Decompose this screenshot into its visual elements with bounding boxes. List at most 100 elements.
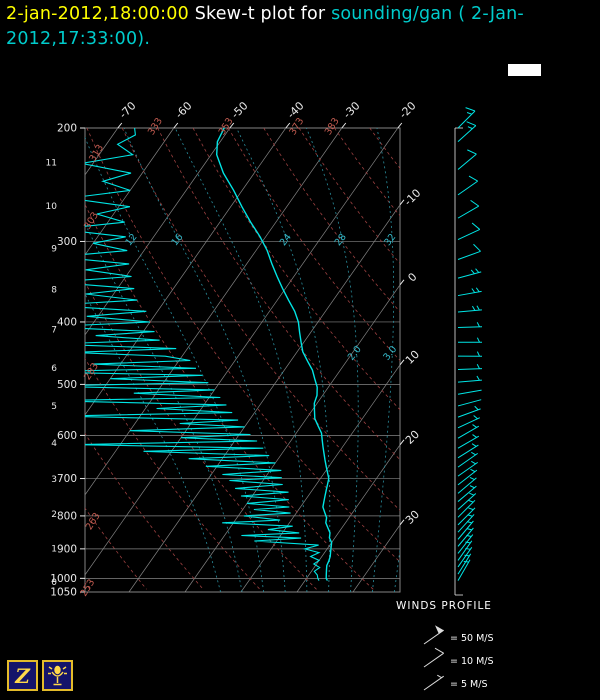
wind-barb-half [476,305,480,311]
wind-barb-half [468,499,474,503]
height-km-label: 3 [51,475,57,485]
pressure-tick-label: 900 [57,543,77,555]
temperature-trace [215,128,333,581]
sounding-tool-button[interactable] [42,660,73,691]
wind-barb-half [472,424,477,428]
moist-adiabat-line [306,128,359,592]
pressure-tick-label: 1000 [50,573,77,585]
wind-barb-half [466,528,472,531]
height-km-label: 0 [51,578,57,588]
height-km-label: 2 [51,510,57,520]
wind-barb-half [473,415,478,420]
wind-barb-half [472,305,476,311]
wind-barb-staff [457,153,477,170]
wind-barb-half [470,468,476,473]
dry-adiabat-line [85,203,374,590]
dry-adiabat-line [405,128,600,589]
wind-barb-staff [457,180,478,196]
wind-barb-half [468,507,474,511]
dry-adiabat-line [263,128,400,313]
isotherm-line [240,364,400,592]
mixing-ratio-label: 2.0 [346,344,364,363]
moist-adiabat-label: 16 [169,232,185,248]
wind-barb-staff [457,417,481,429]
wind-barb-half [472,434,477,438]
wind-barb-full [470,199,480,207]
mixing-ratio-label: 3.0 [381,344,399,363]
wind-barb-staff [457,534,474,554]
wind-barb-half [464,554,470,557]
wind-barb-staff [457,399,482,407]
wind-barb-staff [457,520,474,540]
dry-adiabat-line [85,357,261,590]
wind-barb-staff [457,507,476,526]
moist-adiabat-line [123,128,286,592]
wind-barb-staff [457,309,482,313]
height-km-label: 8 [51,285,57,295]
pressure-tick-label: 300 [57,236,77,248]
moist-adiabat-line [372,128,395,592]
sounding-traces [85,128,333,581]
pressure-tick-label: 700 [57,473,77,485]
pressure-tick-label: 500 [57,379,77,391]
wind-barb-full [473,243,481,252]
wind-barb-half [476,375,480,381]
z-logo-button[interactable]: Z [7,660,38,691]
wind-barb-staff [457,547,473,568]
height-km-label: 7 [51,325,57,335]
wind-barb-staff [457,559,471,581]
pressure-tick-label: 600 [57,430,77,442]
pressure-tick-label: 200 [57,123,77,135]
height-km-label: 11 [46,159,57,169]
z-logo-letter: Z [15,663,30,688]
dry-adiabat-label: 313 [87,143,106,164]
moist-adiabat-line [236,128,331,592]
wind-barb-half [476,337,480,343]
wind-barb-half [469,485,475,489]
wind-barb-full [465,107,476,112]
wind-barb-staff [457,527,474,547]
wind-barb-full [434,647,444,654]
wind-barb-staff [457,435,480,449]
temp-tick-top: -50 [229,99,251,121]
dry-adiabat-line [334,128,400,217]
dry-adiabat-line [192,128,400,411]
winds-panel [423,107,483,691]
wind-barb-staff [457,368,483,370]
dry-adiabat-line [85,432,204,590]
title-subtitle: 2-Jan-2012,17:33:00). [6,4,524,50]
wind-barb-half [476,351,480,357]
dewpoint-trace [85,128,321,581]
dry-adiabat-line [121,128,400,511]
moist-adiabat-label: 28 [333,232,349,248]
wind-barb-staff [457,125,477,143]
wind-barb-half [471,443,477,447]
wind-barb-half [465,541,471,544]
wind-barb-staff [457,540,473,561]
isotherm-line [296,444,400,592]
moist-adiabat-line [85,293,221,592]
wind-barb-staff [457,389,482,395]
wind-barb-half [475,268,480,273]
wind-barb-half [476,322,480,327]
dry-adiabat-line [157,128,400,461]
wind-barb-half [466,112,472,115]
window-control-box[interactable] [508,64,541,76]
wind-barb-half [469,492,475,496]
height-km-label: 1 [51,544,57,554]
wind-barb-staff [423,652,444,668]
wind-barb-half [470,269,475,275]
moist-adiabat-line [174,128,308,592]
pressure-tick-label: 1050 [50,587,77,599]
wind-barb-staff [457,379,482,383]
wind-barb-half [476,364,480,369]
winds-profile-title: WINDS PROFILE [396,600,492,612]
wind-barb-staff [457,326,483,328]
wind-barb-half [437,674,442,679]
temp-tick-top: -20 [397,99,419,121]
dry-adiabat-line [86,128,400,563]
wind-barb-half [467,126,473,130]
legend-label-5: = 5 M/S [450,679,487,690]
